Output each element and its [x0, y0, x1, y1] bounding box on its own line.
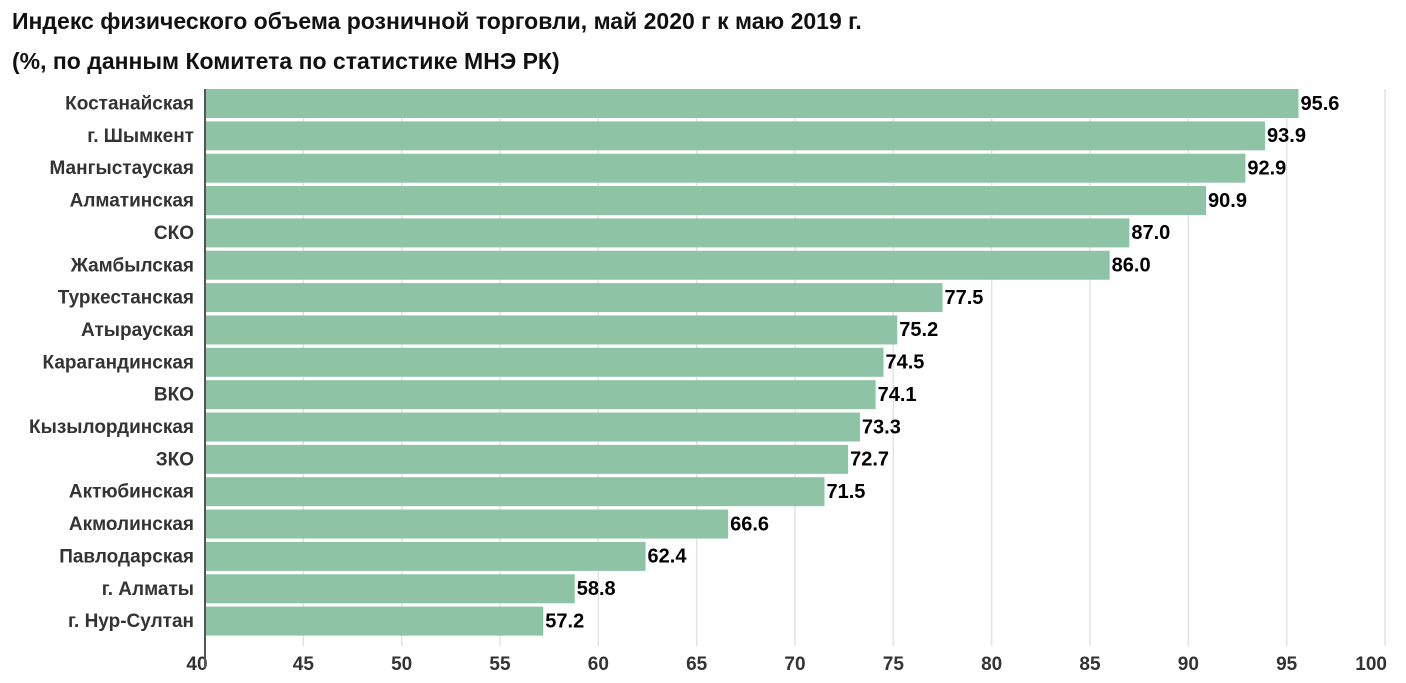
bar — [205, 574, 575, 604]
category-label: Акмолинская — [69, 514, 194, 535]
bars — [205, 89, 1299, 636]
category-label: Костанайская — [65, 94, 194, 115]
bar — [205, 347, 884, 377]
value-label: 57.2 — [545, 610, 584, 632]
x-tick-label: 80 — [981, 654, 1002, 675]
chart-title: Индекс физического объема розничной торг… — [12, 8, 862, 34]
value-label: 87.0 — [1131, 222, 1170, 244]
category-label: Алматинская — [70, 191, 194, 212]
value-label: 74.1 — [878, 384, 917, 406]
value-label: 95.6 — [1300, 93, 1339, 115]
value-label: 90.9 — [1208, 190, 1247, 212]
x-tick-label: 50 — [391, 654, 412, 675]
bar — [205, 509, 729, 539]
bar — [205, 89, 1299, 118]
value-label: 77.5 — [945, 287, 984, 309]
bar — [205, 218, 1130, 248]
bar — [205, 250, 1110, 280]
x-tick-label: 85 — [1079, 654, 1101, 675]
category-label: г. Шымкент — [87, 126, 194, 147]
value-label: 73.3 — [862, 416, 901, 438]
bar — [205, 380, 876, 410]
value-label: 58.8 — [577, 578, 616, 600]
value-label: 74.5 — [886, 352, 925, 374]
x-tick-label: 40 — [186, 654, 207, 675]
bar — [205, 153, 1246, 183]
category-label: Атырауская — [81, 320, 194, 341]
x-tick-label: 45 — [293, 654, 315, 675]
x-axis: 40 45 50 55 60 65 70 75 80 85 90 95 100 — [186, 89, 1387, 675]
category-label: СКО — [154, 223, 194, 244]
bar — [205, 412, 860, 442]
value-label: 93.9 — [1267, 125, 1306, 147]
category-label: Карагандинская — [43, 352, 194, 373]
bar — [205, 606, 544, 636]
category-label: ВКО — [154, 385, 194, 406]
x-tick-label: 95 — [1276, 654, 1298, 675]
x-tick-label: 60 — [588, 654, 609, 675]
category-label: Павлодарская — [59, 546, 194, 567]
bar — [205, 541, 646, 571]
bar — [205, 283, 943, 313]
x-tick-label: 100 — [1355, 654, 1387, 675]
value-label: 92.9 — [1247, 157, 1286, 179]
category-label: Жамбылская — [70, 255, 194, 276]
category-labels: Костанайская г. Шымкент Мангыстауская Алмат… — [29, 94, 194, 633]
bar — [205, 121, 1266, 151]
bar — [205, 315, 898, 345]
value-labels: 95.6 93.9 92.990.9 87.0 86.0 77.5 75.2 74.5 74.1… — [545, 93, 1339, 633]
x-tick-label: 55 — [489, 654, 511, 675]
x-tick-label: 70 — [784, 654, 805, 675]
category-label: г. Нур-Султан — [68, 611, 194, 632]
category-label: Актюбинская — [69, 482, 194, 503]
chart-subtitle: (%, по данным Комитета по статистике МНЭ… — [12, 48, 560, 74]
bar — [205, 186, 1207, 216]
category-label: Мангыстауская — [49, 158, 194, 179]
value-label: 71.5 — [827, 481, 866, 503]
value-label: 62.4 — [648, 546, 688, 568]
x-tick-label: 75 — [883, 654, 905, 675]
value-label: 86.0 — [1112, 255, 1151, 277]
category-label: г. Алматы — [102, 579, 194, 600]
category-label: Кызылординская — [29, 417, 194, 438]
value-label: 66.6 — [730, 513, 769, 535]
value-label: 72.7 — [850, 449, 889, 471]
category-label: Туркестанская — [58, 288, 194, 309]
category-label: ЗКО — [156, 449, 194, 470]
x-tick-label: 65 — [686, 654, 708, 675]
bar — [205, 477, 825, 507]
value-label: 75.2 — [899, 319, 938, 341]
bar — [205, 444, 849, 474]
x-tick-label: 90 — [1178, 654, 1199, 675]
